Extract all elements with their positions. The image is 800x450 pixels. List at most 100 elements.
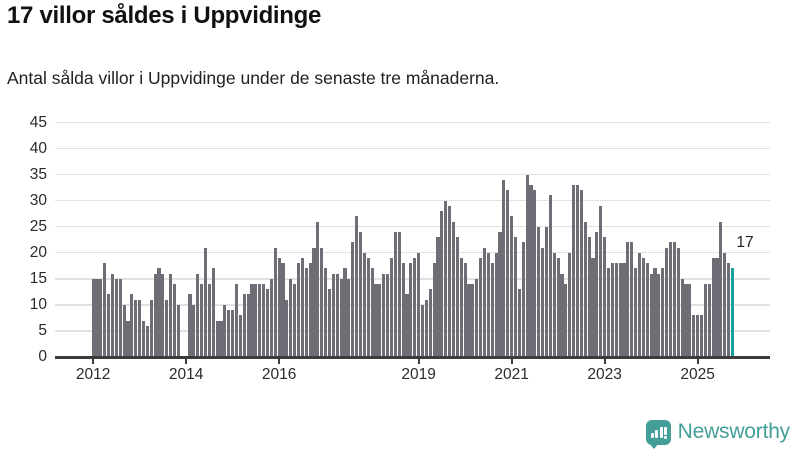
bar xyxy=(626,242,630,357)
bar xyxy=(277,257,281,357)
bar xyxy=(665,247,669,357)
chart-title: 17 villor såldes i Uppvidinge xyxy=(7,2,322,29)
gridline xyxy=(55,252,770,254)
bar xyxy=(494,252,498,357)
gridline xyxy=(55,226,770,228)
bar xyxy=(498,231,502,357)
bar xyxy=(339,278,343,357)
gridline xyxy=(55,147,770,150)
bar xyxy=(599,205,603,357)
bar xyxy=(521,242,525,357)
bar xyxy=(203,247,208,357)
mini-bar-icon xyxy=(659,426,663,438)
bar xyxy=(417,252,421,357)
bar xyxy=(699,315,704,357)
bar xyxy=(234,284,239,357)
bar xyxy=(219,320,223,357)
bar xyxy=(579,190,583,357)
bar xyxy=(378,284,382,357)
bar xyxy=(672,242,676,357)
bar xyxy=(258,284,262,357)
bar xyxy=(723,252,727,357)
bar xyxy=(161,273,165,357)
bar xyxy=(362,252,366,357)
bar xyxy=(265,289,270,357)
bar xyxy=(661,268,665,357)
bar xyxy=(110,273,115,357)
bar xyxy=(130,294,134,357)
bar xyxy=(153,273,157,357)
bar xyxy=(320,247,324,357)
x-axis-tick-label: 2016 xyxy=(261,366,297,383)
bar xyxy=(618,263,622,357)
bar xyxy=(552,252,556,357)
bar xyxy=(304,268,308,357)
bar xyxy=(296,263,301,357)
bar xyxy=(231,310,235,357)
last-value-label: 17 xyxy=(736,234,754,252)
bar xyxy=(657,273,661,357)
bar xyxy=(680,278,684,357)
y-axis-tick-label: 0 xyxy=(38,348,47,365)
bar xyxy=(541,247,545,357)
bar xyxy=(510,216,514,357)
bar xyxy=(207,284,211,357)
mini-bar-icon xyxy=(650,432,654,438)
x-axis-tick-label: 2012 xyxy=(75,366,111,383)
y-axis-tick-label: 20 xyxy=(29,243,47,261)
newsworthy-logo-icon xyxy=(645,419,671,449)
bar xyxy=(285,299,289,357)
bar xyxy=(95,278,99,357)
bar xyxy=(688,284,692,357)
y-axis-tick-label: 10 xyxy=(29,295,47,313)
bar xyxy=(374,284,378,357)
bar xyxy=(122,304,126,357)
bar xyxy=(262,284,266,357)
bar xyxy=(676,247,680,357)
bar xyxy=(413,257,417,357)
bar xyxy=(595,231,599,357)
bar xyxy=(107,294,111,357)
exclamation-icon xyxy=(664,426,668,435)
gridline xyxy=(55,330,770,332)
x-axis-line xyxy=(55,356,770,359)
bar xyxy=(316,221,320,357)
bar xyxy=(637,252,642,357)
bar xyxy=(393,231,397,357)
bar xyxy=(176,304,180,357)
bar xyxy=(575,185,580,357)
bar xyxy=(560,273,564,357)
bar xyxy=(568,252,572,357)
x-axis-tick xyxy=(278,358,281,364)
bar xyxy=(622,263,626,357)
newsworthy-logo: Newsworthy xyxy=(645,418,791,449)
gridline xyxy=(55,121,770,124)
bar xyxy=(238,315,242,357)
x-axis-tick xyxy=(92,358,95,364)
bar xyxy=(327,289,332,357)
bar xyxy=(506,190,510,357)
bar xyxy=(490,263,494,357)
bar xyxy=(556,257,560,357)
bar xyxy=(517,289,521,357)
x-axis-tick xyxy=(696,358,699,364)
bar xyxy=(358,231,363,357)
bar xyxy=(591,257,595,357)
bar xyxy=(188,294,192,357)
bar xyxy=(227,310,231,357)
speech-bubble-tail xyxy=(648,442,659,449)
bar xyxy=(459,257,463,357)
bar xyxy=(715,257,719,357)
y-axis-tick-label: 15 xyxy=(29,269,47,287)
bar xyxy=(448,205,452,357)
exclamation-dot-icon xyxy=(664,435,668,439)
bar xyxy=(211,268,215,357)
bar xyxy=(401,263,405,357)
y-axis-tick-label: 5 xyxy=(38,321,47,339)
y-axis-tick-label: 30 xyxy=(29,191,47,209)
y-axis-tick-label: 45 xyxy=(29,113,47,131)
bar xyxy=(254,284,258,357)
bar xyxy=(192,304,196,357)
newsworthy-logo-text: Newsworthy xyxy=(677,420,791,443)
